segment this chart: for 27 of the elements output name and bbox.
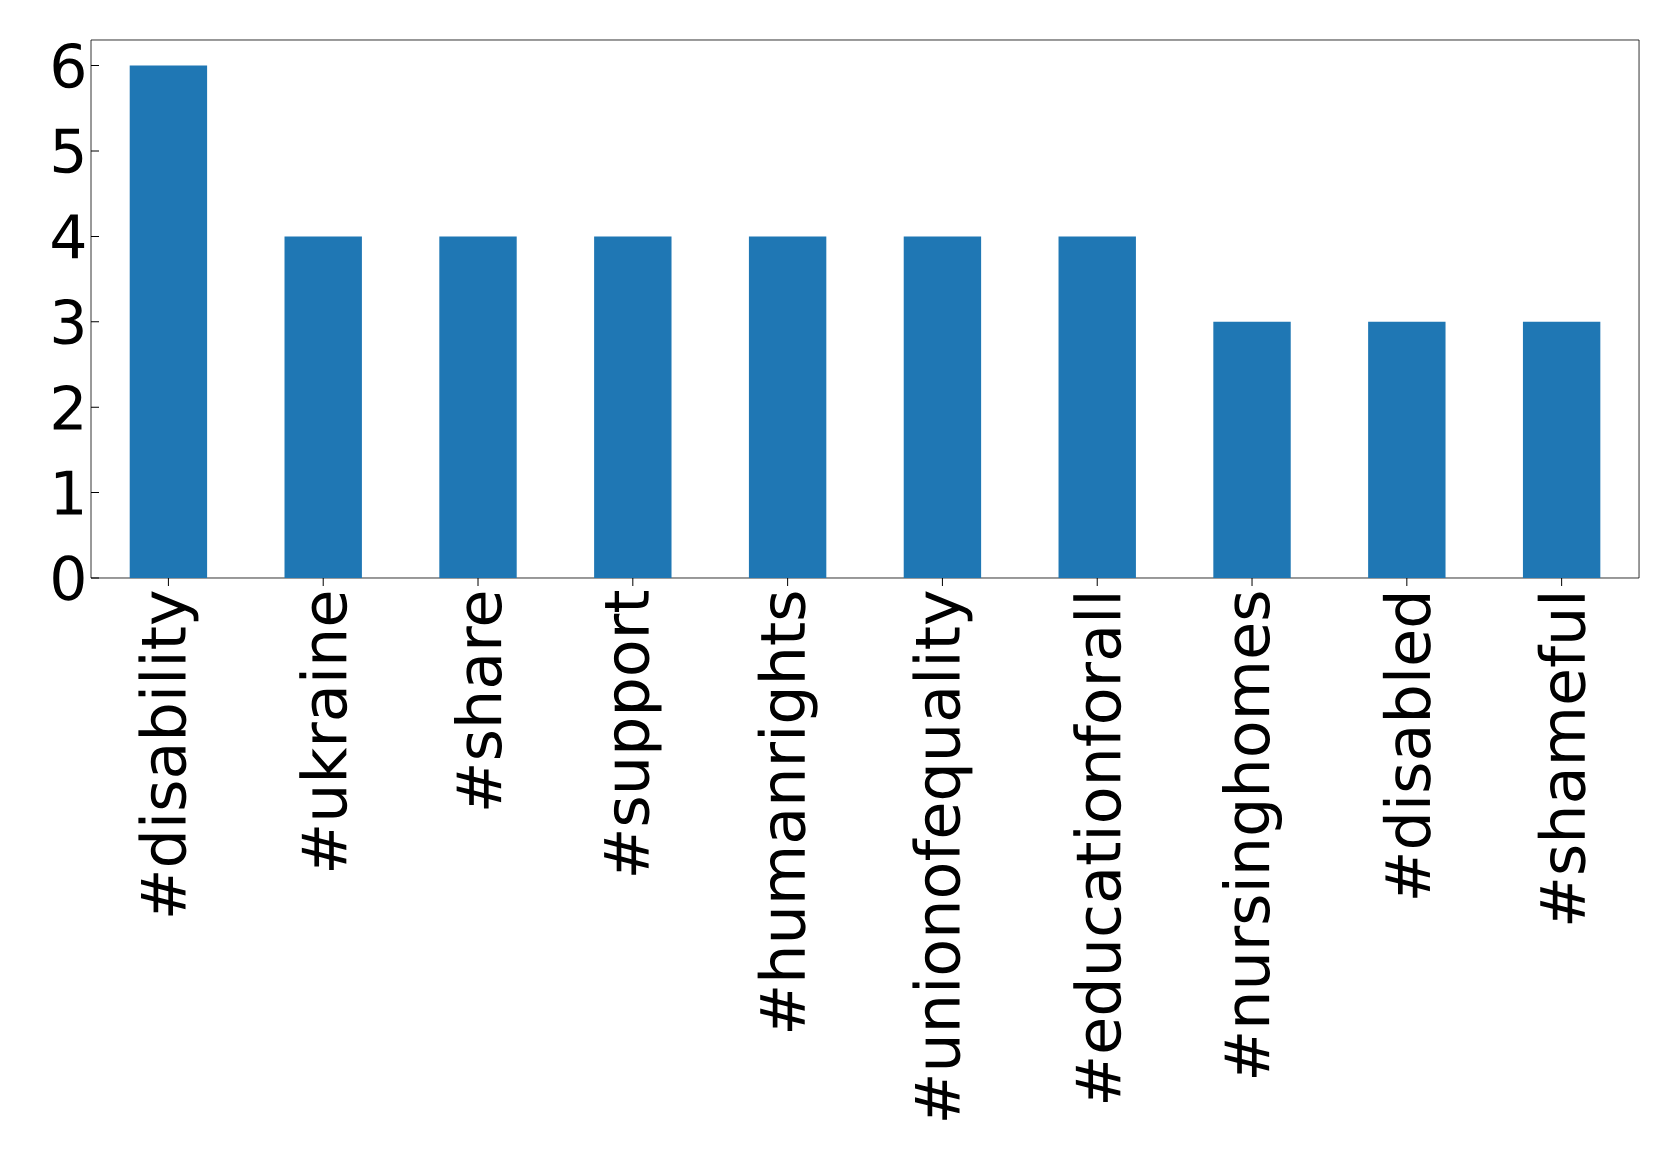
x-tick-label: #shameful (1537, 595, 1586, 924)
x-tick-label: #educationforall (1073, 595, 1122, 1103)
x-tick-label: #disability (138, 591, 199, 916)
y-tick-label: 4 (52, 214, 85, 259)
bar (284, 236, 362, 578)
y-tick-label: 3 (53, 299, 83, 345)
x-tick-label: #unionofequality (912, 591, 973, 1120)
bar (903, 236, 982, 578)
bar (1368, 321, 1446, 578)
bar (1213, 321, 1291, 578)
x-tick-label: #nursinghomes (1222, 592, 1283, 1078)
y-tick-label: 1 (55, 470, 82, 515)
bar (748, 236, 827, 578)
bar (439, 236, 517, 578)
bar (1058, 236, 1136, 578)
x-tick-label: #support (604, 590, 662, 875)
y-tick-label: 0 (53, 555, 84, 601)
x-tick-label: #ukraine (299, 592, 348, 871)
bar (129, 65, 208, 578)
x-tick-label: #humanrights (757, 592, 818, 1031)
y-tick-label: 2 (53, 384, 82, 430)
x-tick-label: #share (454, 592, 502, 809)
x-tick-label: #disabled (1382, 595, 1431, 898)
bar (1522, 321, 1601, 578)
bar (594, 236, 672, 578)
y-tick-label: 6 (53, 42, 84, 89)
y-tick-label: 5 (53, 128, 83, 174)
